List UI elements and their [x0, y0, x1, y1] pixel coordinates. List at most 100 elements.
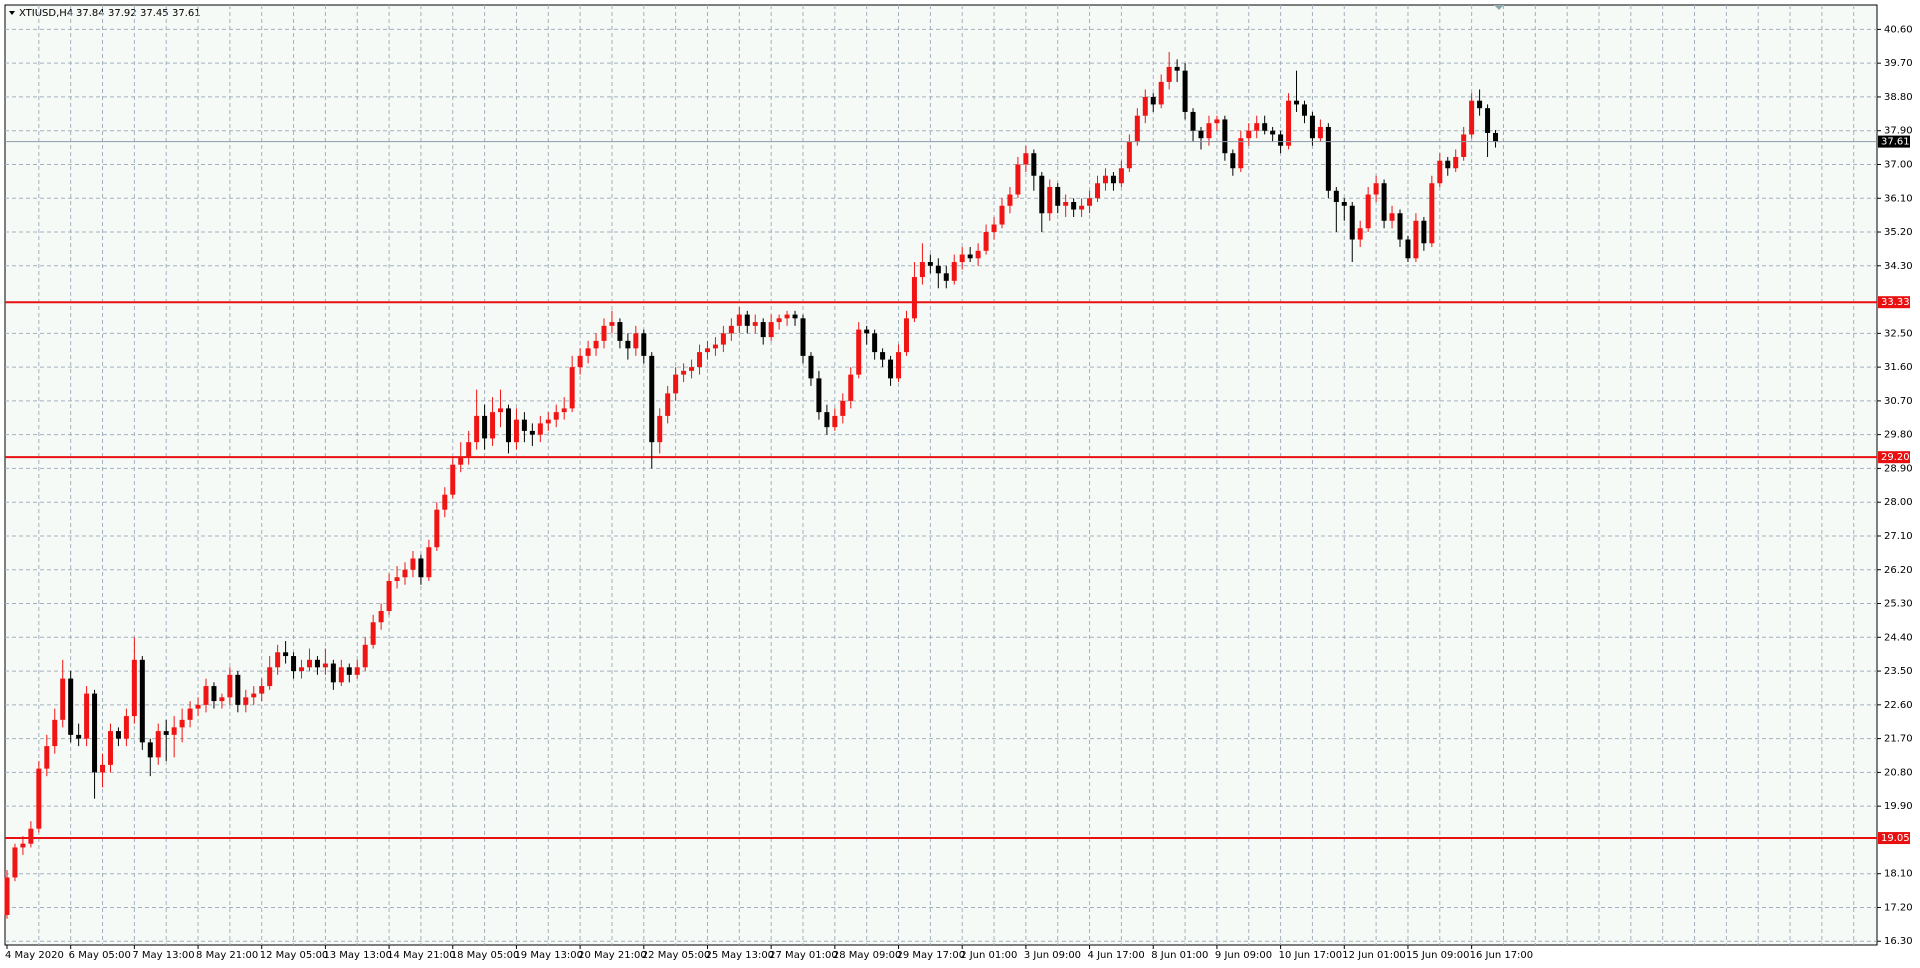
candle-body	[498, 408, 504, 413]
candle-body	[1230, 153, 1236, 169]
candle-body	[840, 400, 846, 416]
menu-arrow[interactable]	[9, 11, 15, 15]
y-tick-label: 22.60	[1884, 700, 1913, 711]
candle-body	[625, 340, 631, 349]
candle-body	[1421, 220, 1427, 244]
candle-body	[935, 265, 941, 274]
candle-body	[872, 333, 878, 353]
candle-body	[1317, 126, 1323, 139]
candle-body	[999, 205, 1005, 225]
candle-body	[768, 322, 774, 338]
candle-body	[1286, 100, 1292, 146]
level-label-bg	[1878, 832, 1910, 845]
candle-body	[1134, 115, 1140, 142]
candle-body	[816, 378, 822, 413]
candle-body	[1246, 130, 1252, 139]
y-tick-label: 27.10	[1884, 531, 1913, 542]
candle-body	[1118, 168, 1124, 184]
candle-body	[593, 340, 599, 349]
y-tick-label: 39.70	[1884, 58, 1913, 69]
candle-body	[744, 314, 750, 326]
candle-body	[569, 367, 575, 409]
x-tick-label: 4 Jun 17:00	[1088, 950, 1145, 961]
y-tick-label: 26.20	[1884, 565, 1913, 576]
candle-body	[983, 232, 989, 251]
candle-body	[84, 693, 90, 739]
y-tick-label: 28.00	[1884, 497, 1913, 508]
candle-body	[275, 652, 281, 668]
candle-body	[1333, 190, 1339, 203]
candle-body	[601, 325, 607, 341]
candle-body	[322, 663, 328, 668]
candle-body	[1365, 194, 1371, 229]
candle-body	[195, 704, 201, 709]
candle-body	[880, 352, 886, 360]
candle-body	[919, 262, 925, 278]
candle-body	[888, 359, 894, 379]
y-tick-label: 35.20	[1884, 227, 1913, 238]
candle-body	[1222, 119, 1228, 154]
candle-body	[728, 325, 734, 334]
candle-body	[370, 622, 376, 645]
candle-body	[1341, 202, 1347, 206]
candle-body	[1150, 96, 1156, 105]
candle-body	[243, 697, 249, 705]
y-tick-label: 23.50	[1884, 666, 1913, 677]
candle-body	[1254, 123, 1260, 131]
candle-body	[752, 322, 758, 326]
open-value: 37.84	[76, 8, 105, 19]
candle-body	[911, 277, 917, 319]
candle-body	[219, 697, 225, 702]
candle-body	[306, 659, 312, 668]
candle-body	[665, 393, 671, 416]
candle-body	[1206, 123, 1212, 139]
candle-body	[44, 746, 50, 769]
candle-body	[314, 659, 320, 668]
candle-body	[100, 764, 106, 773]
candle-body	[1349, 205, 1355, 240]
candle-body	[1437, 160, 1443, 184]
candle-body	[760, 322, 766, 338]
candle-body	[736, 314, 742, 326]
candle-body	[959, 254, 965, 263]
candle-body	[513, 419, 519, 443]
candle-body	[943, 273, 949, 281]
candle-body	[107, 731, 113, 765]
plot-area	[4, 4, 1878, 946]
candle-body	[1405, 239, 1411, 259]
candle-body	[1445, 160, 1451, 169]
symbol-title: XTIUSD,H4	[19, 8, 73, 19]
x-tick-label: 22 May 05:00	[642, 950, 711, 961]
x-tick-label: 16 Jun 17:00	[1470, 950, 1534, 961]
x-tick-label: 18 May 05:00	[451, 950, 520, 961]
candle-body	[235, 674, 241, 705]
candle-body	[4, 877, 10, 915]
candle-body	[1413, 220, 1419, 259]
candle-body	[1071, 202, 1077, 210]
candle-body	[171, 727, 177, 735]
candle-body	[28, 828, 34, 844]
y-tick-label: 25.30	[1884, 599, 1913, 610]
candle-body	[490, 412, 496, 439]
y-tick-label: 30.70	[1884, 396, 1913, 407]
y-tick-label: 34.30	[1884, 261, 1913, 272]
level-label: 33.33	[1881, 297, 1910, 308]
candle-body	[1198, 130, 1204, 139]
y-tick-label: 24.40	[1884, 632, 1913, 643]
candle-body	[697, 352, 703, 368]
candle-body	[991, 224, 997, 233]
x-tick-label: 10 Jun 17:00	[1279, 950, 1343, 961]
candle-body	[1453, 156, 1459, 169]
candle-body	[1373, 183, 1379, 195]
candle-body	[521, 419, 527, 431]
candle-body	[800, 318, 806, 356]
candle-body	[553, 412, 559, 420]
candle-body	[346, 667, 352, 675]
x-tick-label: 25 May 13:00	[705, 950, 774, 961]
candle-body	[1023, 153, 1029, 165]
y-tick-label: 37.90	[1884, 126, 1913, 137]
candle-body	[609, 322, 615, 326]
candle-body	[1031, 153, 1037, 176]
shift-marker	[1494, 5, 1504, 10]
